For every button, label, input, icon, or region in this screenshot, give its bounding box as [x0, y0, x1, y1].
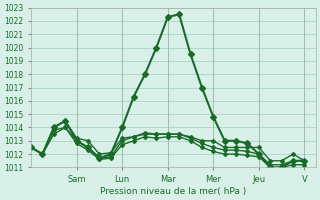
X-axis label: Pression niveau de la mer( hPa ): Pression niveau de la mer( hPa ): [100, 187, 247, 196]
